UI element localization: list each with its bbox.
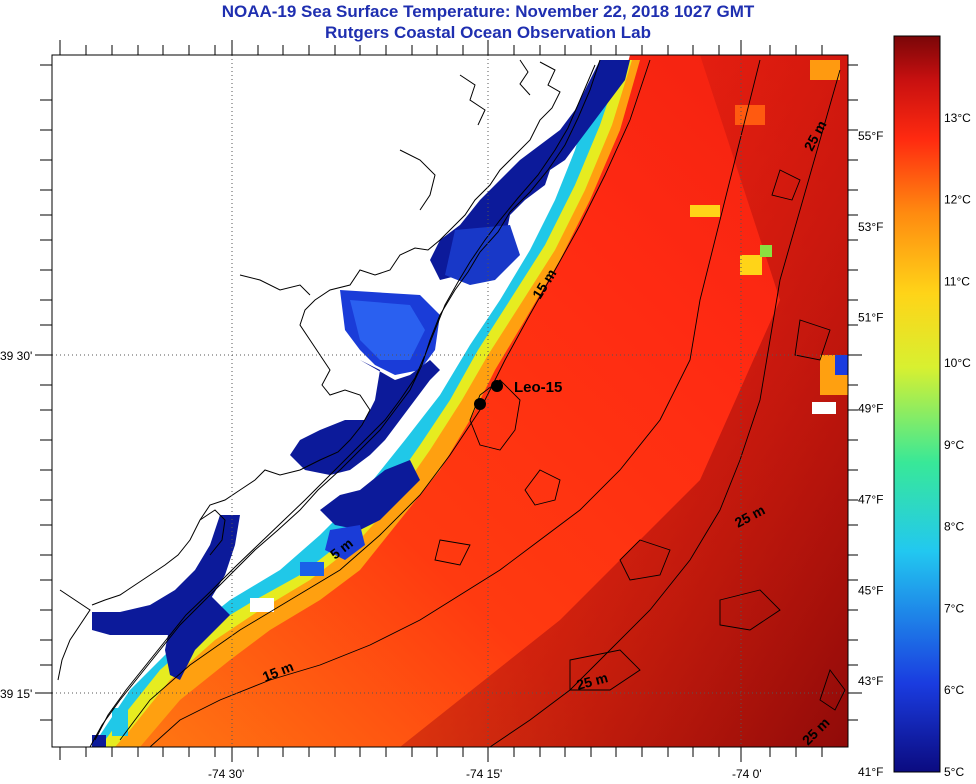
bathymetry-contours <box>119 59 846 747</box>
colorbar-fahrenheit-label: 43°F <box>858 674 883 688</box>
colorbar-fahrenheit-label: 49°F <box>858 402 883 416</box>
map-area: 15 m 5 m 15 m 25 m 25 m 25 m 25 m Leo-15 <box>52 55 848 747</box>
coastline <box>57 59 601 747</box>
nearshore-cyan-band <box>92 60 622 747</box>
station-marker <box>491 380 503 392</box>
colorbar-fahrenheit-label: 45°F <box>858 583 883 597</box>
colorbar-fahrenheit-label: 53°F <box>858 220 883 234</box>
lon-label: -74 15' <box>466 767 502 781</box>
colorbar-fahrenheit-label: 55°F <box>858 129 883 143</box>
lon-label: -74 30' <box>208 767 244 781</box>
colorbar-celsius-label: 7°C <box>944 601 964 615</box>
lon-label: -74 0' <box>732 767 762 781</box>
colorbar-fahrenheit-label: 47°F <box>858 492 883 506</box>
ocean-deep-field <box>400 55 848 747</box>
colorbar-gradient <box>893 35 941 773</box>
colorbar-celsius-label: 8°C <box>944 520 964 534</box>
colorbar-celsius-label: 6°C <box>944 683 964 697</box>
contour-label: 25 m <box>575 669 610 693</box>
colorbar-celsius-label: 11°C <box>944 274 970 288</box>
colorbar-fahrenheit-label: 51°F <box>858 311 883 325</box>
colorbar: 13°C 12°C 11°C 10°C 9°C 8°C 7°C 6°C 5°C 55°F 53°F… <box>858 35 971 779</box>
station-marker <box>474 398 486 410</box>
colorbar-celsius-label: 10°C <box>944 356 971 370</box>
colorbar-celsius-label: 9°C <box>944 438 964 452</box>
station-leo15: Leo-15 <box>474 379 562 410</box>
colorbar-celsius-label: 5°C <box>944 765 964 779</box>
colorbar-fahrenheit-labels: 55°F 53°F 51°F 49°F 47°F 45°F 43°F 41°F <box>858 129 883 779</box>
lat-label: 39 15' <box>0 687 32 701</box>
station-label: Leo-15 <box>514 379 562 396</box>
cold-bay-pixels <box>92 60 630 747</box>
map-subtitle: Rutgers Coastal Ocean Observation Lab <box>325 23 651 42</box>
colorbar-celsius-label: 13°C <box>944 111 971 125</box>
colorbar-fahrenheit-label: 41°F <box>858 765 883 779</box>
colorbar-celsius-label: 12°C <box>944 193 971 207</box>
axis-ticks <box>35 40 862 762</box>
graticule <box>52 55 848 747</box>
lat-label: 39 30' <box>0 349 32 363</box>
map-title: NOAA-19 Sea Surface Temperature: Novembe… <box>221 2 755 21</box>
colorbar-celsius-labels: 13°C 12°C 11°C 10°C 9°C 8°C 7°C 6°C 5°C <box>944 111 971 779</box>
